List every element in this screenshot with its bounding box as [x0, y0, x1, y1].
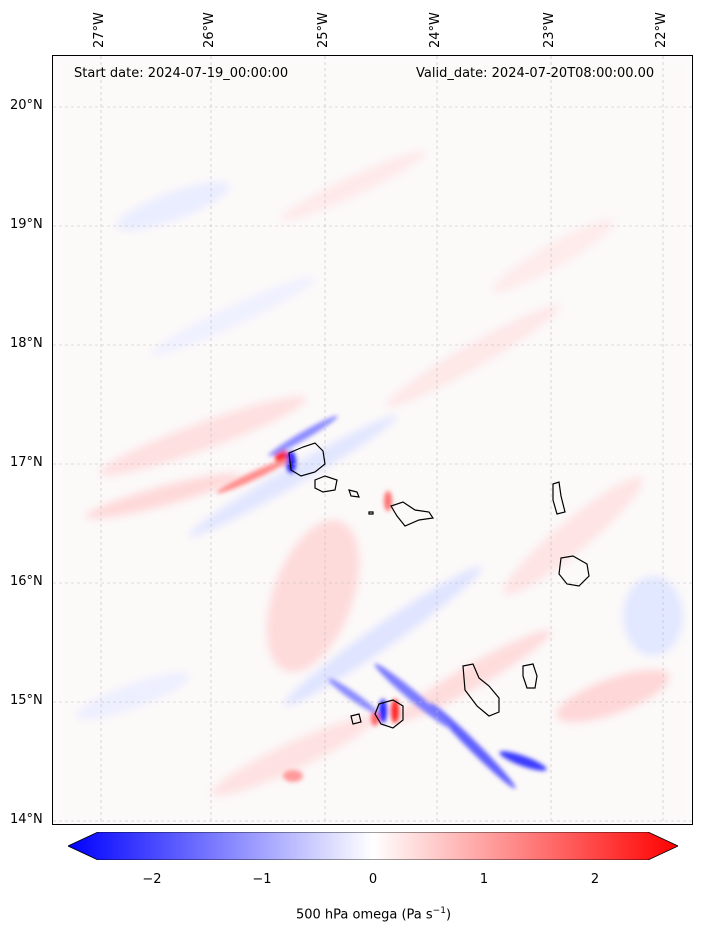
island-fogo	[374, 699, 404, 729]
lat-tick-label: 20°N	[10, 98, 43, 113]
lat-tick-label: 19°N	[10, 217, 43, 232]
island-coastlines	[288, 442, 590, 729]
island-santiago	[462, 663, 500, 717]
valid-date-text: Valid_date: 2024-07-20T08:00:00.00	[416, 66, 655, 81]
omega-field-map	[53, 56, 692, 824]
colorbar-tick-label: −2	[142, 872, 162, 887]
colorbar-tick-label: 2	[590, 872, 600, 887]
map-panel	[52, 55, 693, 825]
island-brava	[350, 713, 362, 725]
island-santa-luzia	[348, 489, 360, 498]
omega-strong-features	[216, 415, 547, 789]
lon-tick-label: 27°W	[92, 12, 107, 48]
lon-tick-label: 26°W	[202, 12, 217, 48]
colorbar-tick-label: −1	[252, 872, 272, 887]
lat-tick-label: 15°N	[10, 693, 43, 708]
colorbar	[68, 832, 678, 860]
start-date-text: Start date: 2024-07-19_00:00:00	[74, 66, 289, 81]
island-santo-antao	[288, 442, 326, 477]
island-branco	[368, 511, 374, 515]
colorbar-tick-label: 0	[368, 872, 378, 887]
lat-tick-label: 18°N	[10, 336, 43, 351]
lat-tick-label: 14°N	[10, 812, 43, 827]
lon-tick-label: 23°W	[542, 12, 557, 48]
island-sao-vicente	[314, 475, 338, 493]
colorbar-label: 500 hPa omega (Pa s−1)	[295, 906, 452, 923]
graticule	[53, 56, 692, 824]
colorbar-tick-label: 1	[479, 872, 489, 887]
omega-streaks	[53, 56, 692, 824]
lat-tick-label: 16°N	[10, 574, 43, 589]
lon-tick-label: 25°W	[316, 12, 331, 48]
lon-tick-label: 24°W	[428, 12, 443, 48]
island-maio	[522, 663, 538, 689]
lon-tick-label: 22°W	[654, 12, 669, 48]
colorbar-bar	[68, 832, 678, 860]
island-sao-nicolau	[390, 501, 435, 527]
lat-tick-label: 17°N	[10, 455, 43, 470]
island-boa-vista	[558, 555, 590, 587]
island-sal	[552, 481, 566, 515]
